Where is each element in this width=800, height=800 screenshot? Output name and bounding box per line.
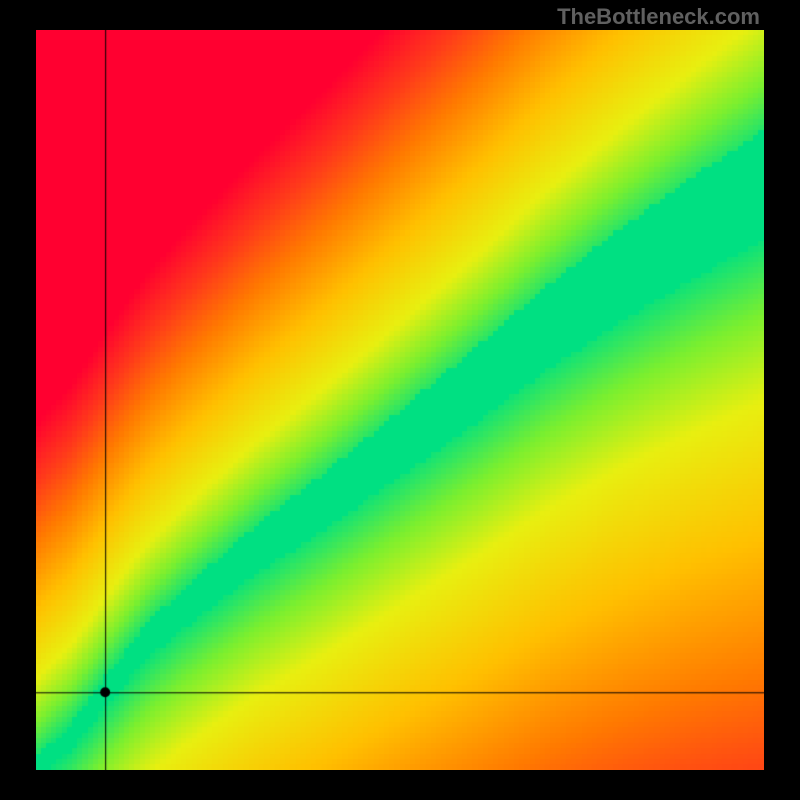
watermark-text: TheBottleneck.com xyxy=(557,4,760,30)
chart-outer: TheBottleneck.com xyxy=(0,0,800,800)
heatmap-canvas xyxy=(36,30,764,770)
